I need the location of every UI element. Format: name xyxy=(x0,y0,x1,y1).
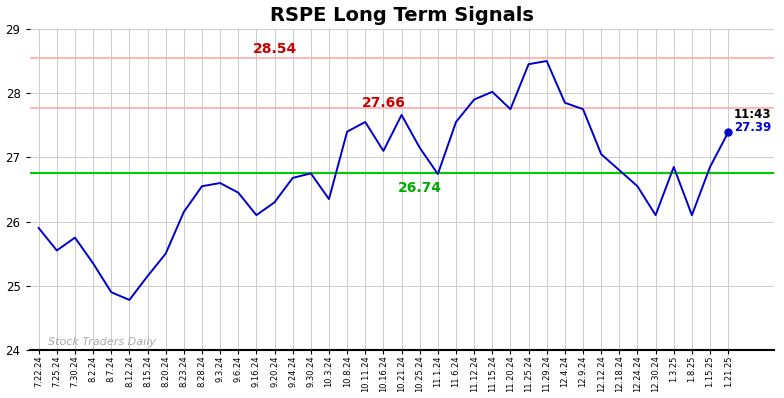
Title: RSPE Long Term Signals: RSPE Long Term Signals xyxy=(270,6,533,25)
Text: Stock Traders Daily: Stock Traders Daily xyxy=(48,337,156,347)
Text: 11:43: 11:43 xyxy=(734,108,771,121)
Text: 26.74: 26.74 xyxy=(397,181,441,195)
Text: 27.39: 27.39 xyxy=(734,121,771,134)
Text: 27.66: 27.66 xyxy=(361,96,405,109)
Text: 28.54: 28.54 xyxy=(252,42,296,56)
